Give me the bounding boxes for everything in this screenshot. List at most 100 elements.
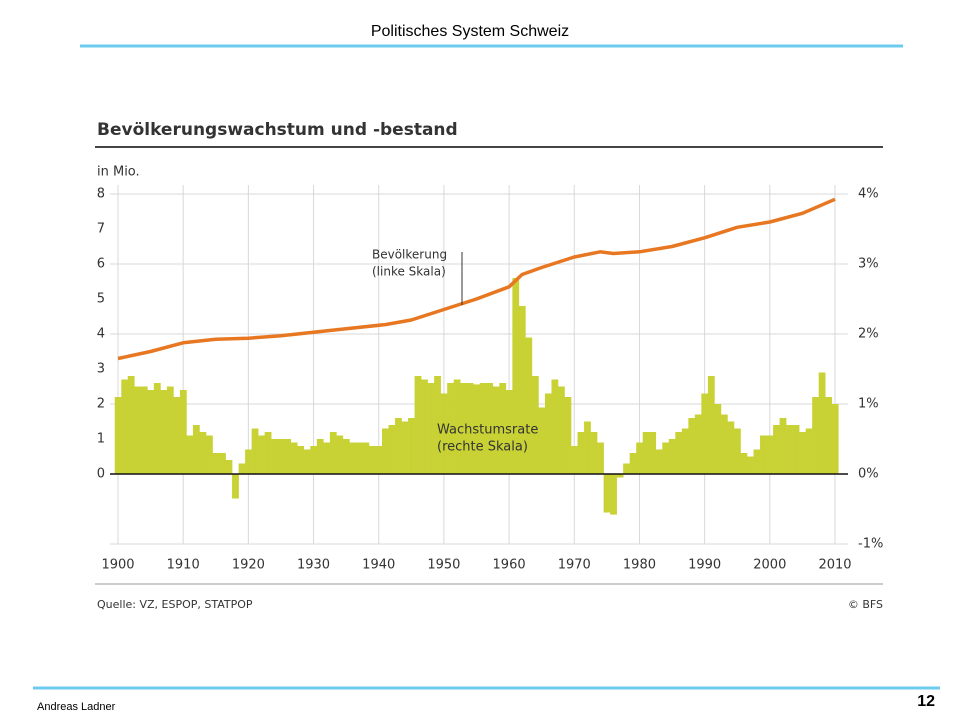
bar <box>284 439 292 474</box>
grid <box>110 185 848 545</box>
bar <box>264 432 272 474</box>
bar <box>219 453 226 474</box>
bar <box>316 439 324 474</box>
bar <box>760 435 767 474</box>
bar <box>186 435 194 474</box>
y2-tick-label: 2% <box>858 327 879 342</box>
bar <box>642 432 650 474</box>
y-tick-label: 5 <box>97 292 105 307</box>
bar <box>825 397 833 474</box>
bar <box>557 386 565 474</box>
bar <box>381 428 389 474</box>
bar <box>681 428 689 474</box>
bar <box>127 376 135 474</box>
bar <box>310 446 318 474</box>
chart-title: Bevölkerungswachstum und -bestand <box>97 120 458 140</box>
bar <box>733 428 741 474</box>
bar <box>551 379 559 474</box>
bar <box>753 449 761 474</box>
bar <box>329 432 337 474</box>
slide-header: Politisches System Schweiz <box>371 23 569 40</box>
bar <box>518 306 526 474</box>
bar <box>812 397 820 474</box>
bar <box>349 442 357 474</box>
bar <box>727 421 735 474</box>
bar <box>649 432 657 474</box>
bar <box>336 435 344 474</box>
bar <box>153 383 161 474</box>
bar <box>610 474 617 515</box>
bar <box>232 474 239 499</box>
population-line <box>117 197 836 361</box>
bar <box>121 379 129 474</box>
credit: © BFS <box>848 598 883 611</box>
bar <box>831 404 839 474</box>
bar <box>629 453 637 474</box>
x-tick-label: 2010 <box>818 558 851 573</box>
y-tick-label: 2 <box>97 397 105 412</box>
x-tick-label: 1940 <box>362 558 395 573</box>
bar <box>258 435 265 474</box>
x-tick-label: 1900 <box>101 558 134 573</box>
bar <box>544 393 552 474</box>
bar <box>323 442 331 474</box>
y-axis-label: in Mio. <box>97 165 140 180</box>
y-tick-label: 8 <box>97 187 105 202</box>
x-tick-label: 1910 <box>167 558 200 573</box>
bar <box>668 439 676 474</box>
bar <box>792 425 800 474</box>
bar <box>590 432 598 474</box>
bar <box>414 376 422 474</box>
annotation: (rechte Skala) <box>437 440 528 455</box>
bar <box>714 404 722 474</box>
bar <box>297 446 305 474</box>
bar <box>486 383 494 474</box>
bar <box>440 393 448 474</box>
bar <box>199 432 207 474</box>
bar <box>271 439 278 474</box>
bar <box>571 446 578 474</box>
bar <box>740 453 748 474</box>
x-tick-label: 1970 <box>558 558 591 573</box>
y2-tick-label: 4% <box>858 187 879 202</box>
bar <box>818 372 826 474</box>
bar <box>368 446 376 474</box>
annotation: Bevölkerung <box>372 248 447 262</box>
bar <box>479 383 487 474</box>
bar <box>251 428 259 474</box>
bar <box>720 414 728 474</box>
bar <box>205 435 213 474</box>
bar <box>173 397 181 474</box>
bar <box>799 432 806 474</box>
y2-tick-label: 1% <box>858 397 879 412</box>
annotation: (linke Skala) <box>372 265 446 279</box>
bar <box>290 442 298 474</box>
bar <box>655 449 663 474</box>
bar <box>460 383 468 474</box>
bar <box>355 442 363 474</box>
bar <box>538 407 546 474</box>
bar <box>147 390 155 474</box>
bar <box>662 442 670 474</box>
y-tick-label: 1 <box>97 432 105 447</box>
bar <box>427 383 435 474</box>
bar <box>707 376 715 474</box>
x-tick-label: 2000 <box>753 558 786 573</box>
bar <box>277 439 285 474</box>
bar <box>134 386 142 474</box>
bar <box>747 456 754 474</box>
bar <box>362 442 370 474</box>
bar <box>395 418 402 474</box>
bar <box>114 397 122 474</box>
y-tick-label: 6 <box>97 257 105 272</box>
bar <box>225 460 233 474</box>
x-tick-label: 1920 <box>232 558 265 573</box>
bar <box>766 435 774 474</box>
bar <box>773 425 780 474</box>
y-tick-label: 7 <box>97 222 105 237</box>
source: Quelle: VZ, ESPOP, STATPOP <box>97 598 253 611</box>
bar <box>525 337 533 474</box>
page-number: 12 <box>917 693 935 710</box>
bar <box>434 376 441 474</box>
bar <box>584 421 591 474</box>
